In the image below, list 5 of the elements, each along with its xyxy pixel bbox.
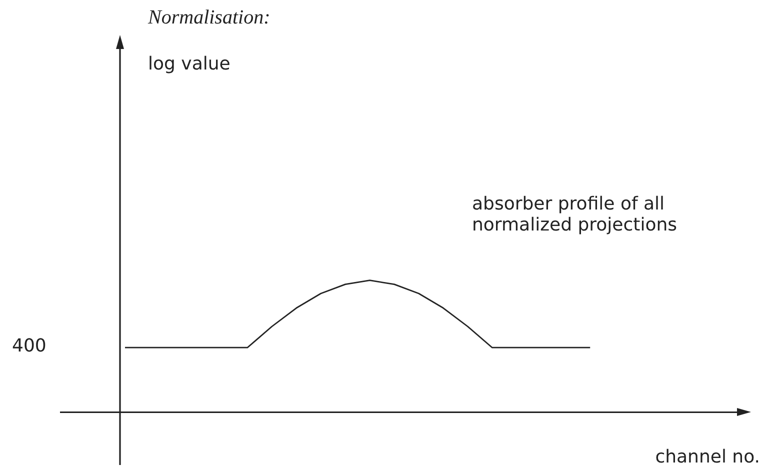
chart-title: Normalisation: — [147, 6, 270, 28]
text: 400 — [12, 336, 46, 357]
text: absorber profile of all normalized projections — [472, 194, 678, 236]
x-axis-title: channel no. — [655, 446, 760, 468]
text: log value — [148, 54, 230, 75]
